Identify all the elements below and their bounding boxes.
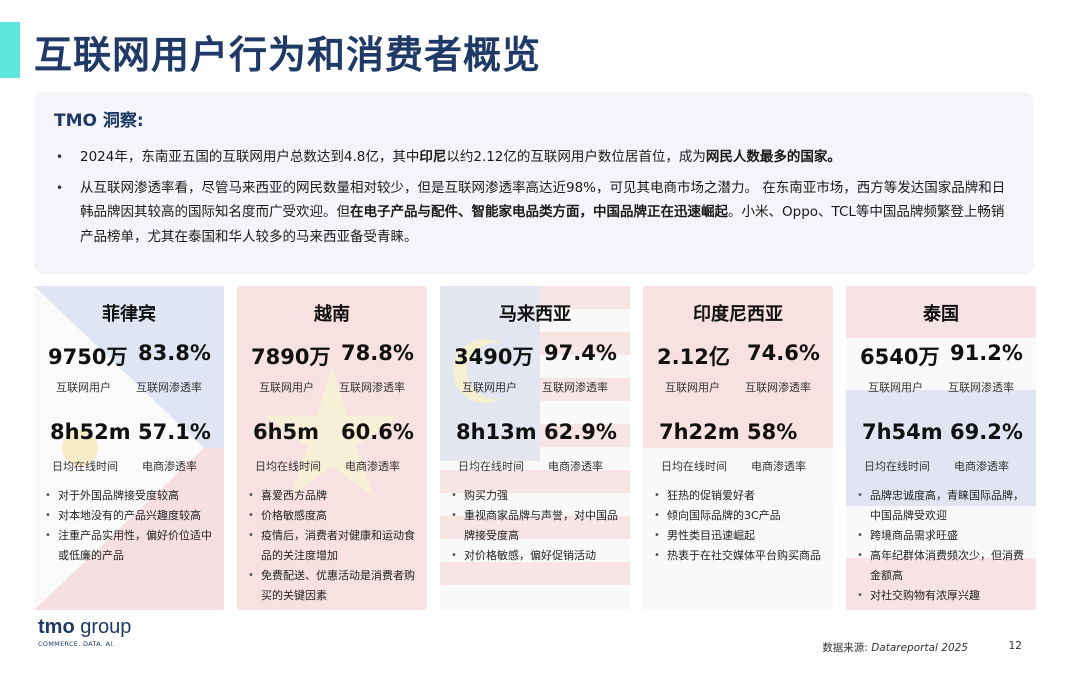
insight-text-run: 以约2.12亿的互联网用户数位居首位，成为: [446, 149, 706, 165]
logo-tagline: COMMERCE. DATA. AI.: [38, 640, 115, 648]
internet-penetration-label: 互联网渗透率: [542, 381, 608, 394]
internet-penetration-value: 83.8%: [138, 341, 211, 365]
internet-users-label: 互联网用户: [56, 381, 111, 394]
logo-main: tmo: [38, 616, 75, 638]
consumer-trait-item: 品牌忠诚度高，青睐国际品牌，中国品牌受欢迎: [854, 486, 1030, 526]
daily-online-time-value: 6h5m: [253, 420, 320, 444]
consumer-trait-item: 喜爱西方品牌: [245, 486, 421, 506]
internet-users-value: 3490万: [454, 345, 534, 369]
consumer-traits-list: 对于外国品牌接受度较高对本地没有的产品兴趣度较高注重产品实用性，偏好价位适中或低…: [42, 486, 218, 566]
internet-penetration-label: 互联网渗透率: [745, 381, 811, 394]
insight-title: TMO 洞察:: [54, 111, 144, 131]
ecommerce-penetration-label: 电商渗透率: [548, 460, 603, 473]
consumer-trait-item: 男性类目迅速崛起: [651, 526, 827, 546]
ecommerce-penetration-value: 60.6%: [341, 420, 414, 444]
internet-penetration-value: 97.4%: [544, 341, 617, 365]
insight-paragraph-1: 2024年，东南亚五国的互联网用户总数达到4.8亿，其中印尼以约2.12亿的互联…: [54, 145, 1014, 170]
logo-group: group: [80, 616, 132, 638]
insight-paragraph-2: 从互联网渗透率看，尽管马来西亚的网民数量相对较少，但是互联网渗透率高达近98%，…: [54, 176, 1014, 250]
source-name: Datareportal 2025: [871, 642, 968, 654]
internet-users-value: 2.12亿: [657, 345, 730, 369]
internet-penetration-label: 互联网渗透率: [339, 381, 405, 394]
ecommerce-penetration-label: 电商渗透率: [954, 460, 1009, 473]
ecommerce-penetration-label: 电商渗透率: [142, 460, 197, 473]
insight-text-run: 印尼: [419, 149, 447, 165]
consumer-traits-list: 喜爱西方品牌价格敏感度高疫情后，消费者对健康和运动食品的关注度增加免费配送、优惠…: [245, 486, 421, 606]
ecommerce-penetration-label: 电商渗透率: [751, 460, 806, 473]
country-cards: 菲律宾 9750万 83.8% 互联网用户 互联网渗透率 8h52m 57.1%…: [34, 286, 1036, 610]
insight-text-run: 2024年，东南亚五国的互联网用户总数达到4.8亿，其中: [80, 149, 420, 165]
consumer-trait-item: 狂热的促销爱好者: [651, 486, 827, 506]
ecommerce-penetration-value: 57.1%: [138, 420, 211, 444]
daily-online-time-label: 日均在线时间: [52, 460, 118, 473]
internet-penetration-label: 互联网渗透率: [136, 381, 202, 394]
daily-online-time-value: 7h54m: [862, 420, 943, 444]
page-number: 12: [1008, 640, 1022, 652]
consumer-trait-item: 重视商家品牌与声誉，对中国品牌接受度高: [448, 506, 624, 546]
internet-users-value: 6540万: [860, 345, 940, 369]
daily-online-time-label: 日均在线时间: [255, 460, 321, 473]
internet-penetration-value: 91.2%: [950, 341, 1023, 365]
internet-users-label: 互联网用户: [259, 381, 314, 394]
page-title: 互联网用户行为和消费者概览: [34, 33, 542, 77]
ecommerce-penetration-value: 62.9%: [544, 420, 617, 444]
ecommerce-penetration-value: 69.2%: [950, 420, 1023, 444]
consumer-trait-item: 对社交购物有浓厚兴趣: [854, 586, 1030, 606]
daily-online-time-value: 7h22m: [659, 420, 740, 444]
insight-box: TMO 洞察: 2024年，东南亚五国的互联网用户总数达到4.8亿，其中印尼以约…: [34, 92, 1034, 274]
consumer-trait-item: 注重产品实用性，偏好价位适中或低廉的产品: [42, 526, 218, 566]
daily-online-time-label: 日均在线时间: [864, 460, 930, 473]
consumer-trait-item: 购买力强: [448, 486, 624, 506]
daily-online-time-label: 日均在线时间: [661, 460, 727, 473]
country-card: 印度尼西亚 2.12亿 74.6% 互联网用户 互联网渗透率 7h22m 58%…: [643, 286, 833, 610]
country-name: 泰国: [923, 304, 959, 325]
internet-users-value: 9750万: [48, 345, 128, 369]
country-card: 越南 7890万 78.8% 互联网用户 互联网渗透率 6h5m 60.6% 日…: [237, 286, 427, 610]
title-accent-bar: [0, 22, 20, 78]
internet-users-label: 互联网用户: [462, 381, 517, 394]
country-card: 菲律宾 9750万 83.8% 互联网用户 互联网渗透率 8h52m 57.1%…: [34, 286, 224, 610]
consumer-trait-item: 热衷于在社交媒体平台购买商品: [651, 546, 827, 566]
internet-penetration-value: 74.6%: [747, 341, 820, 365]
insight-text-run: 。小米、Oppo、TCL等中国品牌频繁登上畅销产品榜单，尤其在泰国和华人较多的马…: [80, 204, 1005, 245]
consumer-trait-item: 高年纪群体消费频次少，但消费金额高: [854, 546, 1030, 586]
insight-text-run: 在电子产品与配件、智能家电品类方面，中国品牌正在迅速崛起: [350, 204, 728, 220]
daily-online-time-value: 8h52m: [50, 420, 131, 444]
consumer-traits-list: 购买力强重视商家品牌与声誉，对中国品牌接受度高对价格敏感，偏好促销活动: [448, 486, 624, 566]
consumer-trait-item: 对价格敏感，偏好促销活动: [448, 546, 624, 566]
daily-online-time-value: 8h13m: [456, 420, 537, 444]
internet-users-label: 互联网用户: [868, 381, 923, 394]
consumer-traits-list: 品牌忠诚度高，青睐国际品牌，中国品牌受欢迎跨境商品需求旺盛高年纪群体消费频次少，…: [854, 486, 1030, 606]
ecommerce-penetration-value: 58%: [747, 420, 798, 444]
daily-online-time-label: 日均在线时间: [458, 460, 524, 473]
consumer-trait-item: 价格敏感度高: [245, 506, 421, 526]
source-prefix: 数据来源:: [822, 642, 872, 654]
consumer-traits-list: 狂热的促销爱好者倾向国际品牌的3C产品男性类目迅速崛起热衷于在社交媒体平台购买商…: [651, 486, 827, 566]
consumer-trait-item: 免费配送、优惠活动是消费者购买的关键因素: [245, 566, 421, 606]
insight-text-run: 从互联网渗透率看，尽管马来西亚的网民数量相对较少，但是互联网渗透率高达近98%，…: [80, 179, 1006, 221]
consumer-trait-item: 倾向国际品牌的3C产品: [651, 506, 827, 526]
internet-penetration-value: 78.8%: [341, 341, 414, 365]
internet-penetration-label: 互联网渗透率: [948, 381, 1014, 394]
country-name: 越南: [314, 304, 350, 325]
consumer-trait-item: 疫情后，消费者对健康和运动食品的关注度增加: [245, 526, 421, 566]
country-card: 马来西亚 3490万 97.4% 互联网用户 互联网渗透率 8h13m 62.9…: [440, 286, 630, 610]
country-name: 马来西亚: [499, 304, 571, 325]
consumer-trait-item: 对于外国品牌接受度较高: [42, 486, 218, 506]
internet-users-label: 互联网用户: [665, 381, 720, 394]
country-name: 印度尼西亚: [693, 304, 783, 325]
insight-text-run: 网民人数最多的国家。: [705, 149, 841, 165]
ecommerce-penetration-label: 电商渗透率: [345, 460, 400, 473]
consumer-trait-item: 对本地没有的产品兴趣度较高: [42, 506, 218, 526]
country-name: 菲律宾: [102, 304, 156, 325]
tmo-group-logo: tmo group COMMERCE. DATA. AI.: [38, 616, 131, 648]
consumer-trait-item: 跨境商品需求旺盛: [854, 526, 1030, 546]
internet-users-value: 7890万: [251, 345, 331, 369]
country-card: 泰国 6540万 91.2% 互联网用户 互联网渗透率 7h54m 69.2% …: [846, 286, 1036, 610]
data-source: 数据来源: Datareportal 2025: [822, 640, 968, 655]
